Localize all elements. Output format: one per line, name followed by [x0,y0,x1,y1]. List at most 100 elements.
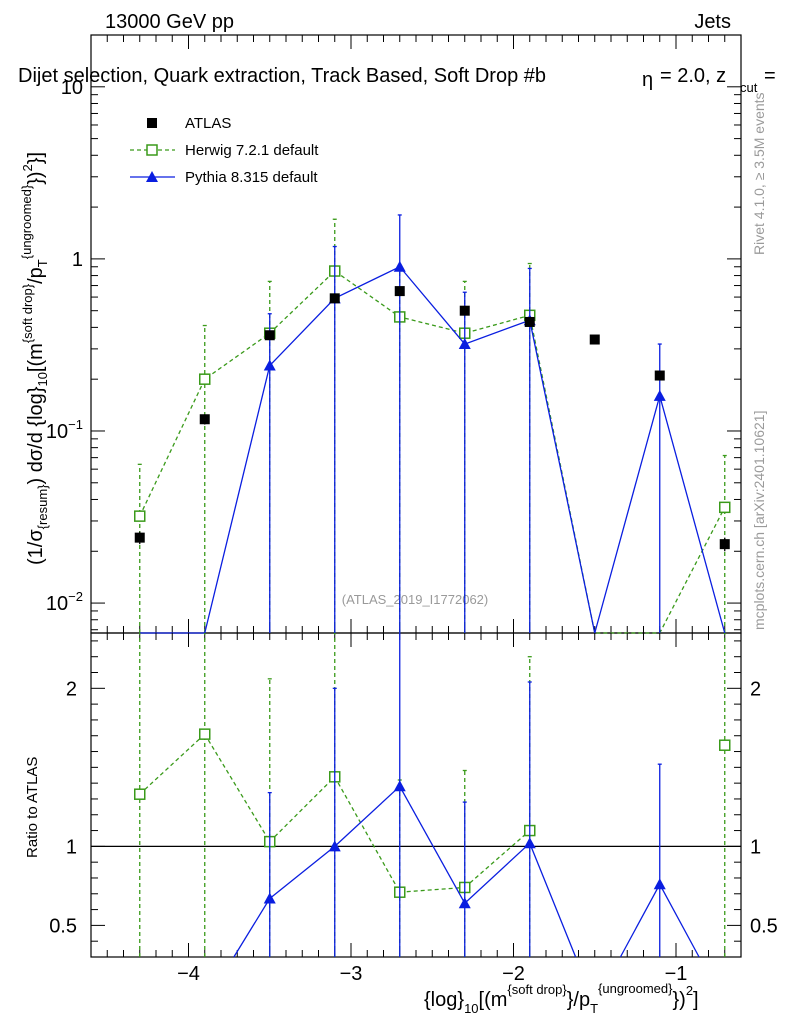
legend-herwig-marker [146,144,158,156]
analysis-watermark: (ATLAS_2019_I1772062) [342,592,488,607]
ratio-series-pythia-point [263,892,276,904]
series-atlas-point [459,305,470,316]
legend-herwig: Herwig 7.2.1 default [130,142,319,159]
main-y-tick-label-exp: −2 [68,589,83,604]
series-herwig [134,218,731,634]
series-atlas-point [654,370,665,381]
series-atlas [134,286,730,552]
x-axis-label: {log}10[(m{soft drop}}/pT{ungroomed}})2] [424,981,699,1016]
ratio-series-herwig-line [464,830,531,888]
ratio-series-herwig-line [139,733,206,795]
legend-pythia-marker [146,171,158,182]
plot-title: Dijet selection, Quark extraction, Track… [18,65,776,95]
main-y-tick-label-base: 10 [46,421,68,443]
plot-title-text: Dijet selection, Quark extraction, Track… [18,65,546,87]
series-atlas-point [524,316,535,327]
main-y-tick-label: 10−2 [46,589,83,615]
ratio-series-herwig-point [199,728,211,740]
ratio-y-tick-label: 2 [66,678,77,700]
series-pythia-point [393,260,406,272]
ratio-y-tick-label-right: 1 [750,836,761,858]
rivet-version-label: Rivet 4.1.0, ≥ 3.5M events [751,92,767,255]
ratio-series-pythia-line [529,842,577,958]
ratio-series-pythia-line [659,883,700,958]
plot-title-eta: η [642,69,653,91]
x-tick-label: −1 [665,963,688,985]
x-label-part1: {log} [424,989,464,1011]
legend-pythia-label: Pythia 8.315 default [185,169,318,186]
main-y-tick-label: 1 [72,249,83,271]
legend-atlas-label: ATLAS [185,115,231,132]
x-tick-label: −4 [177,963,200,985]
x-label-part4: }) [672,989,685,1011]
series-pythia [139,214,726,634]
series-atlas-point [199,414,210,425]
main-y-label-part4: /p [25,267,47,284]
main-y-label-sup2: {ungroomed} [19,184,34,259]
series-herwig-point [199,373,211,385]
main-y-tick-label-base: 10 [61,77,83,99]
main-y-axis [91,34,741,631]
main-y-tick-label-base: 1 [72,249,83,271]
ratio-series-pythia-point [328,840,341,852]
series-herwig-point [134,510,146,522]
plot-title-zcut-sub: cut [740,80,758,95]
ratio-y-axis [91,640,741,958]
main-y-label-sup1: {soft drop} [20,283,35,343]
main-y-label-part1: (1/σ [25,529,47,565]
main-y-label-sup3: 2 [20,164,35,171]
plot-title-zcut-eq: = [764,65,776,87]
legend-atlas-marker [147,118,157,128]
ratio-plot-area [134,633,731,958]
main-y-label-part5: }) [25,171,47,184]
ratio-x-axis [90,633,726,957]
ratio-series-pythia-point [393,780,406,792]
ratio-series-pythia [233,633,700,958]
ratio-series-pythia-line [334,785,401,847]
ratio-y-tick-label-right: 2 [750,678,761,700]
x-label-sub2: T [590,1001,598,1016]
series-atlas-point [589,334,600,345]
series-atlas-point [719,539,730,550]
ratio-series-herwig-line [399,886,465,893]
ratio-series-pythia-line [619,883,661,958]
x-label-sup2: {ungroomed} [598,981,673,996]
main-y-label-sub1: {resum} [35,484,50,529]
process-label: Jets [694,11,731,33]
x-label-sub1: 10 [464,1001,478,1016]
ratio-series-pythia-point [458,897,471,909]
legend-herwig-label: Herwig 7.2.1 default [185,142,319,159]
series-atlas-point [329,293,340,304]
main-y-tick-label: 10 [61,77,83,99]
legend-atlas: ATLAS [147,115,231,132]
ratio-series-herwig [134,633,731,957]
x-label-sup1: {soft drop} [507,982,567,997]
ratio-series-herwig-point [134,788,146,800]
ratio-series-pythia-line [399,785,466,904]
ratio-series-herwig-line [204,733,271,842]
ratio-series-pythia-point [653,878,666,890]
x-label-sup3: 2 [686,983,693,998]
main-y-label-sub3: T [35,259,50,267]
main-y-label-part3: [(m [25,343,47,372]
legend-pythia: Pythia 8.315 default [130,169,318,186]
ratio-y-tick-labels: 0.5 0.5 1 1 2 2 [49,678,778,937]
main-y-label-sub2: 10 [35,372,50,386]
ratio-y-axis-label: Ratio to ATLAS [24,757,41,858]
series-atlas-point [264,330,275,341]
ratio-panel-frame [90,632,742,958]
energy-label: 13000 GeV pp [105,11,234,33]
x-tick-label: −2 [502,963,525,985]
x-tick-labels: −4 −3 −2 −1 [177,963,687,985]
series-herwig-point [719,501,731,514]
series-pythia-point [653,389,666,401]
main-y-tick-label-exp: −1 [68,417,83,432]
main-y-label-part2: ) dσ/d {log} [25,386,47,484]
ratio-series-pythia-line [464,842,531,904]
x-tick-label: −3 [340,963,363,985]
main-plot-area [134,214,731,634]
ratio-y-tick-label: 0.5 [49,915,77,937]
plot-title-tail: = 2.0, z [660,65,726,87]
